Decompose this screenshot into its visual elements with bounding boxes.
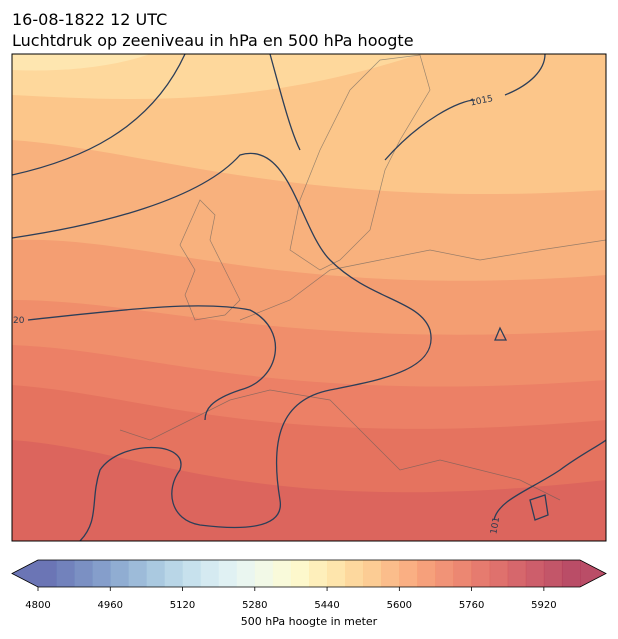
band: [12, 54, 150, 71]
isobar: [12, 152, 432, 541]
map-frame: [11, 53, 607, 542]
colorbar-segment: [56, 560, 75, 587]
colorbar-tick-label: 4800: [25, 600, 50, 611]
colorbar-extend-high: [580, 560, 606, 587]
colorbar-segment: [525, 560, 545, 587]
colorbar-tick-label: 5440: [314, 600, 339, 611]
colorbar-segment: [543, 560, 563, 587]
coastline: [289, 54, 431, 271]
colorbar-segment: [453, 560, 473, 587]
colorbar-label: 500 hPa hoogte in meter: [241, 615, 378, 628]
colorbar-tick-label: 5280: [242, 600, 267, 611]
colorbar-segment: [110, 560, 129, 587]
subtitle: Luchtdruk op zeeniveau in hPa en 500 hPa…: [12, 31, 414, 50]
colorbar-segment: [236, 560, 256, 587]
colorbar-segment: [272, 560, 292, 587]
colorbar-segment: [489, 560, 509, 587]
isobar: [493, 439, 606, 521]
colorbar-outline: [11, 559, 607, 588]
colorbar-segment: [507, 560, 527, 587]
title: 16-08-1822 12 UTC: [12, 10, 167, 29]
isobar: [529, 494, 549, 521]
colorbar-segment: [327, 560, 346, 587]
colorbar-segment: [309, 560, 328, 587]
colorbar: 4800 4960 5120 5280 5440 5600 5760 5920: [11, 559, 607, 611]
coastline: [179, 199, 241, 321]
colorbar-segment: [417, 560, 436, 587]
coastline: [119, 389, 561, 501]
colorbar-segment: [218, 560, 238, 587]
colorbar-tick-label: 5760: [459, 600, 484, 611]
colorbar-segment: [182, 560, 202, 587]
colorbar-tick-label: 5600: [387, 600, 412, 611]
colorbar-segment: [290, 560, 310, 587]
colorbar-segment: [74, 560, 93, 587]
colorbar-segment: [561, 560, 581, 587]
colorbar-segment: [128, 560, 147, 587]
colorbar-extend-low: [12, 560, 38, 587]
contour-label: 20: [13, 316, 25, 326]
isobar: [494, 326, 508, 341]
isobar: [269, 54, 301, 151]
colorbar-tick-label: 5920: [531, 600, 556, 611]
map-area: [12, 54, 606, 541]
colorbar-segment: [92, 560, 111, 587]
coastline: [239, 239, 606, 321]
isobar: [12, 54, 186, 176]
colorbar-segment: [38, 560, 57, 587]
contour-label: 101: [489, 516, 502, 535]
colorbar-segment: [381, 560, 400, 587]
colorbar-tick-label: 4960: [98, 600, 123, 611]
colorbar-segment: [146, 560, 165, 587]
colorbar-segment: [471, 560, 491, 587]
colorbar-segment: [399, 560, 418, 587]
colorbar-segment: [254, 560, 274, 587]
isobar: [384, 54, 546, 161]
contour-label: 1015: [469, 94, 493, 109]
colorbar-tick-label: 5120: [170, 600, 195, 611]
colorbar-segment: [345, 560, 364, 587]
colorbar-segment: [164, 560, 184, 587]
band: [12, 54, 420, 100]
colorbar-segment: [363, 560, 382, 587]
colorbar-segment: [200, 560, 220, 587]
colorbar-segment: [435, 560, 455, 587]
isobar: [27, 305, 277, 421]
